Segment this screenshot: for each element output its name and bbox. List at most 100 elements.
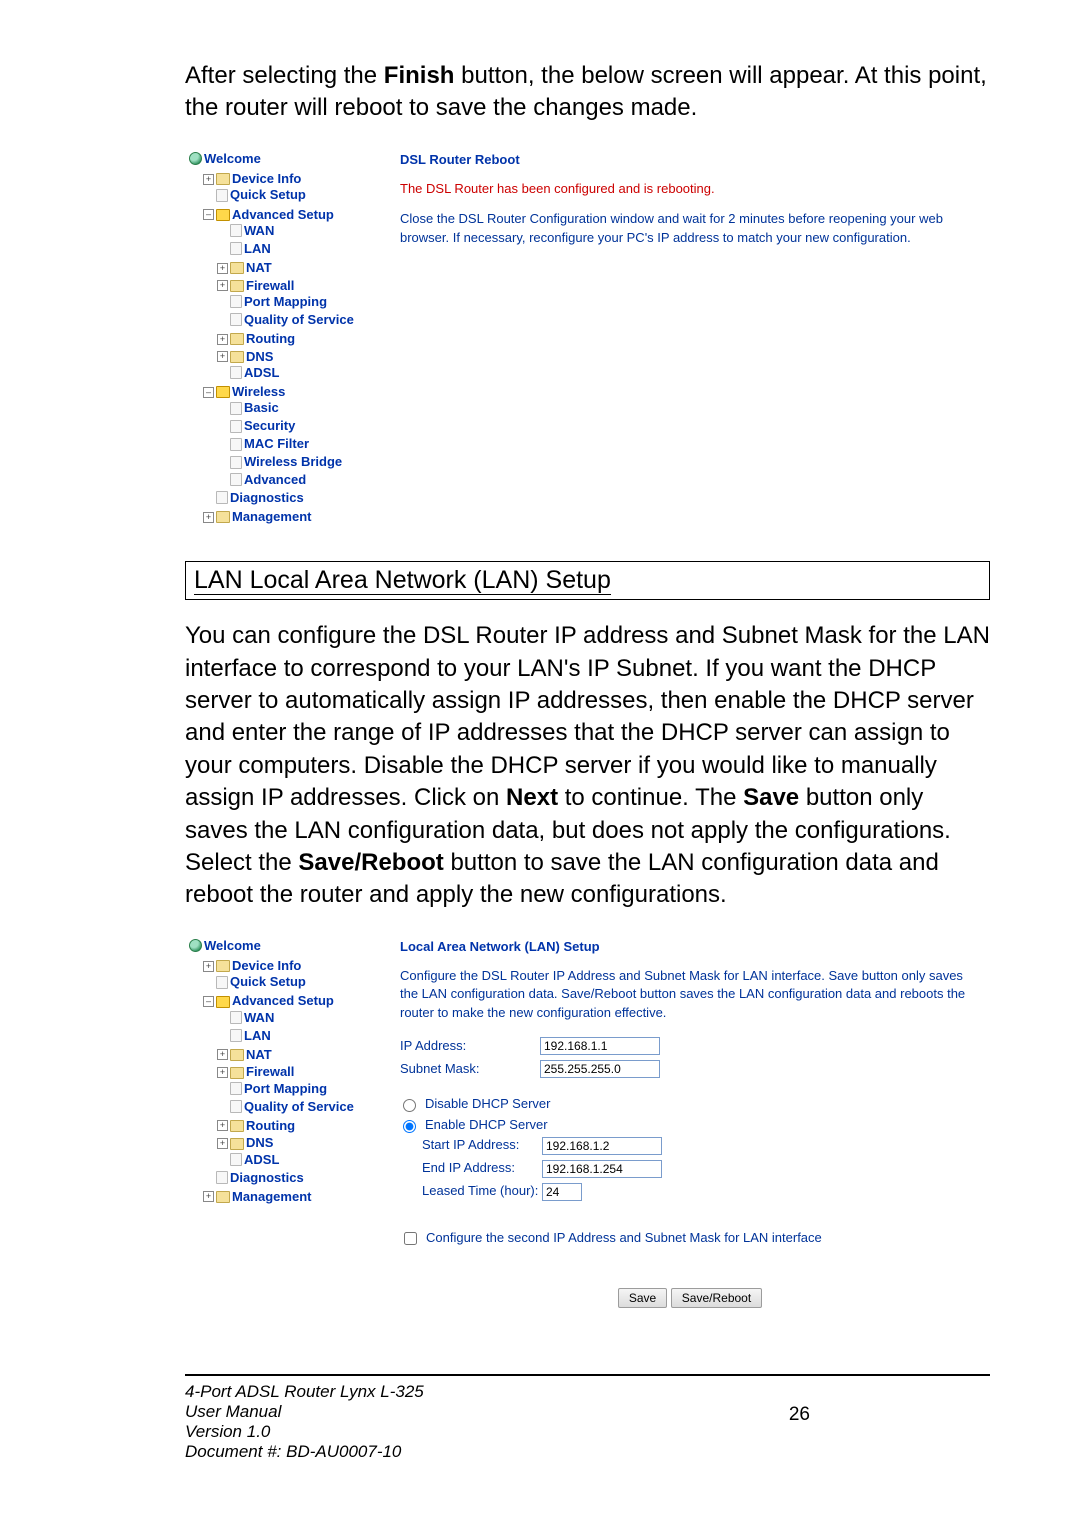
folder-icon xyxy=(216,511,230,523)
expand-icon[interactable]: + xyxy=(203,961,214,972)
leased-time-input[interactable] xyxy=(542,1183,582,1201)
reboot-content: DSL Router Reboot The DSL Router has bee… xyxy=(390,145,990,531)
folder-icon xyxy=(216,1191,230,1203)
page-icon xyxy=(230,1011,242,1024)
tree-advanced-setup[interactable]: –Advanced Setup xyxy=(203,207,334,223)
page-icon xyxy=(230,224,242,237)
tree-device-info[interactable]: +Device Info xyxy=(203,171,301,187)
tree-welcome[interactable]: Welcome xyxy=(189,938,261,954)
tree-qos[interactable]: Quality of Service xyxy=(217,1099,354,1115)
footer-line2: User Manual xyxy=(185,1402,789,1422)
dhcp-disable-radio[interactable] xyxy=(403,1099,416,1112)
folder-icon xyxy=(230,1067,244,1079)
tree-port-mapping[interactable]: Port Mapping xyxy=(217,1081,327,1097)
section-heading: LAN Local Area Network (LAN) Setup xyxy=(185,561,990,600)
collapse-icon[interactable]: – xyxy=(203,209,214,220)
tree-adsl[interactable]: ADSL xyxy=(217,365,279,381)
tree-security[interactable]: Security xyxy=(217,418,295,434)
page-icon xyxy=(230,1029,242,1042)
end-ip-input[interactable] xyxy=(542,1160,662,1178)
page-icon xyxy=(230,1153,242,1166)
tree-macfilter[interactable]: MAC Filter xyxy=(217,436,309,452)
tree-adsl[interactable]: ADSL xyxy=(217,1152,279,1168)
tree-firewall[interactable]: +Firewall xyxy=(217,1064,294,1080)
tree-management[interactable]: +Management xyxy=(203,1189,311,1205)
lan-content: Local Area Network (LAN) Setup Configure… xyxy=(390,932,990,1314)
expand-icon[interactable]: + xyxy=(217,1067,228,1078)
tree-firewall[interactable]: +Firewall xyxy=(217,278,294,294)
tree-diagnostics[interactable]: Diagnostics xyxy=(203,1170,304,1186)
tree-wireless-bridge[interactable]: Wireless Bridge xyxy=(217,454,342,470)
page-icon xyxy=(230,456,242,469)
leased-time-label: Leased Time (hour): xyxy=(422,1182,542,1201)
folder-icon xyxy=(230,262,244,274)
folder-open-icon xyxy=(216,996,230,1008)
tree-quick-setup[interactable]: Quick Setup xyxy=(203,187,306,203)
folder-icon xyxy=(216,960,230,972)
collapse-icon[interactable]: – xyxy=(203,387,214,398)
tree-diagnostics[interactable]: Diagnostics xyxy=(203,490,304,506)
subnet-mask-label: Subnet Mask: xyxy=(400,1060,540,1079)
folder-icon xyxy=(230,1120,244,1132)
tree-nat[interactable]: +NAT xyxy=(217,1047,272,1063)
section-heading-text: LAN Local Area Network (LAN) Setup xyxy=(194,566,611,595)
save-button[interactable]: Save xyxy=(618,1288,667,1308)
expand-icon[interactable]: + xyxy=(217,280,228,291)
footer-separator xyxy=(185,1374,990,1376)
tree-qos[interactable]: Quality of Service xyxy=(217,312,354,328)
dhcp-enable-radio[interactable] xyxy=(403,1120,416,1133)
footer: 4-Port ADSL Router Lynx L-325 User Manua… xyxy=(185,1382,990,1462)
tree-welcome[interactable]: Welcome xyxy=(189,151,261,167)
folder-icon xyxy=(230,1049,244,1061)
start-ip-input[interactable] xyxy=(542,1137,662,1155)
tree-advanced-setup[interactable]: –Advanced Setup xyxy=(203,993,334,1009)
expand-icon[interactable]: + xyxy=(217,1049,228,1060)
tree-advanced[interactable]: Advanced xyxy=(217,472,306,488)
tree-wan[interactable]: WAN xyxy=(217,223,274,239)
tree-lan[interactable]: LAN xyxy=(217,1028,271,1044)
expand-icon[interactable]: + xyxy=(203,1191,214,1202)
footer-line4: Document #: BD-AU0007-10 xyxy=(185,1442,789,1462)
collapse-icon[interactable]: – xyxy=(203,996,214,1007)
lan-desc: Configure the DSL Router IP Address and … xyxy=(400,967,980,1024)
page-icon xyxy=(230,438,242,451)
page-icon xyxy=(230,242,242,255)
subnet-mask-input[interactable] xyxy=(540,1060,660,1078)
page-icon xyxy=(230,1100,242,1113)
expand-icon[interactable]: + xyxy=(217,263,228,274)
expand-icon[interactable]: + xyxy=(217,351,228,362)
tree-routing[interactable]: +Routing xyxy=(217,1118,295,1134)
expand-icon[interactable]: + xyxy=(203,512,214,523)
page-number: 26 xyxy=(789,1382,990,1426)
tree-wireless[interactable]: –Wireless xyxy=(203,384,285,400)
tree-nat[interactable]: +NAT xyxy=(217,260,272,276)
tree-dns[interactable]: +DNS xyxy=(217,349,273,365)
expand-icon[interactable]: + xyxy=(217,1138,228,1149)
screenshot-reboot: Welcome +Device Info Quick Setup –Advanc… xyxy=(185,145,990,531)
tree-routing[interactable]: +Routing xyxy=(217,331,295,347)
tree-lan[interactable]: LAN xyxy=(217,241,271,257)
screenshot-lan: Welcome +Device Info Quick Setup –Advanc… xyxy=(185,932,990,1314)
dhcp-disable-label: Disable DHCP Server xyxy=(425,1095,550,1114)
tree-device-info[interactable]: +Device Info xyxy=(203,958,301,974)
lan-title: Local Area Network (LAN) Setup xyxy=(400,938,980,957)
tree-dns[interactable]: +DNS xyxy=(217,1135,273,1151)
tree-port-mapping[interactable]: Port Mapping xyxy=(217,294,327,310)
page-icon xyxy=(230,366,242,379)
reboot-title: DSL Router Reboot xyxy=(400,151,980,170)
expand-icon[interactable]: + xyxy=(203,174,214,185)
expand-icon[interactable]: + xyxy=(217,1120,228,1131)
ip-address-input[interactable] xyxy=(540,1037,660,1055)
second-ip-checkbox[interactable] xyxy=(404,1232,417,1245)
expand-icon[interactable]: + xyxy=(217,334,228,345)
page-icon xyxy=(230,420,242,433)
footer-line1: 4-Port ADSL Router Lynx L-325 xyxy=(185,1382,789,1402)
tree-basic[interactable]: Basic xyxy=(217,400,279,416)
tree-wan[interactable]: WAN xyxy=(217,1010,274,1026)
page-icon xyxy=(216,1171,228,1184)
tree-management[interactable]: +Management xyxy=(203,509,311,525)
save-reboot-button[interactable]: Save/Reboot xyxy=(671,1288,762,1308)
ip-address-label: IP Address: xyxy=(400,1037,540,1056)
folder-icon xyxy=(230,333,244,345)
tree-quick-setup[interactable]: Quick Setup xyxy=(203,974,306,990)
